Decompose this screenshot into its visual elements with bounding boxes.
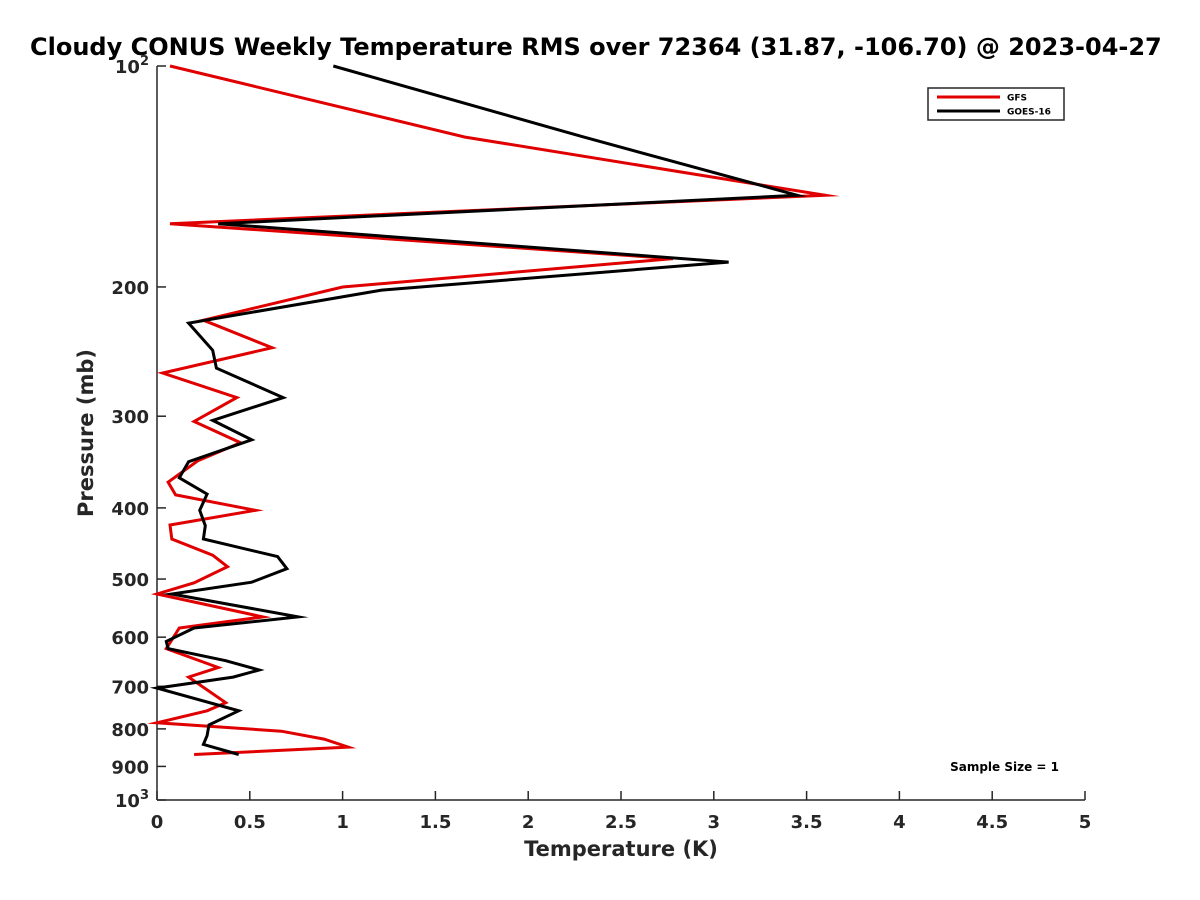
y-tick-label: 500: [111, 570, 149, 591]
x-tick-label: 5: [1079, 812, 1092, 833]
y-tick-label-base: 900: [111, 757, 149, 778]
y-tick-label-exponent: 3: [140, 788, 149, 803]
y-axis-label: Pressure (mb): [74, 349, 98, 517]
x-tick-label: 2.5: [605, 812, 637, 833]
y-tick-label: 300: [111, 407, 149, 428]
y-tick-label: 400: [111, 499, 149, 520]
series-line-gfs: [147, 64, 840, 756]
x-tick-label: 3.5: [791, 812, 823, 833]
y-tick-label-base: 400: [111, 499, 149, 520]
legend-label: GFS: [1007, 94, 1027, 104]
x-tick-label: 1: [336, 812, 349, 833]
legend: GFS GOES-16: [927, 87, 1065, 121]
x-axis-label: Temperature (K): [524, 837, 718, 861]
y-tick-label-base: 10: [115, 791, 140, 812]
y-tick-label-exponent: 2: [140, 54, 149, 69]
y-tick-label: 102: [115, 54, 149, 78]
x-tick-label: 0: [151, 812, 164, 833]
x-tick-label: 4.5: [976, 812, 1008, 833]
y-tick-label-base: 800: [111, 720, 149, 741]
y-tick-label: 700: [111, 677, 149, 698]
legend-box: [927, 87, 1065, 121]
series-lines: [147, 64, 840, 756]
x-ticks: 0 0.5 1 1.5 2 2.5 3 3.5 4 4.5 5: [151, 791, 1092, 833]
chart-title: Cloudy CONUS Weekly Temperature RMS over…: [30, 33, 1162, 61]
sample-size-annotation: Sample Size = 1: [950, 760, 1059, 774]
y-tick-label-base: 200: [111, 278, 149, 299]
y-tick-label-base: 600: [111, 628, 149, 649]
y-tick-label: 103: [115, 788, 149, 812]
x-tick-label: 3: [708, 812, 721, 833]
y-tick-label: 600: [111, 628, 149, 649]
x-tick-label: 0.5: [234, 812, 266, 833]
y-tick-label: 800: [111, 720, 149, 741]
y-tick-label-base: 10: [115, 57, 140, 78]
x-tick-label: 4: [893, 812, 906, 833]
y-tick-label-base: 300: [111, 407, 149, 428]
y-tick-label: 900: [111, 757, 149, 778]
y-tick-label-base: 700: [111, 677, 149, 698]
x-tick-label: 2: [522, 812, 535, 833]
y-tick-label-base: 500: [111, 570, 149, 591]
series-line-goes-16: [149, 64, 807, 756]
y-tick-label: 200: [111, 278, 149, 299]
legend-entries: GFS GOES-16: [937, 94, 1051, 118]
legend-label: GOES-16: [1007, 108, 1051, 118]
x-tick-label: 1.5: [419, 812, 451, 833]
